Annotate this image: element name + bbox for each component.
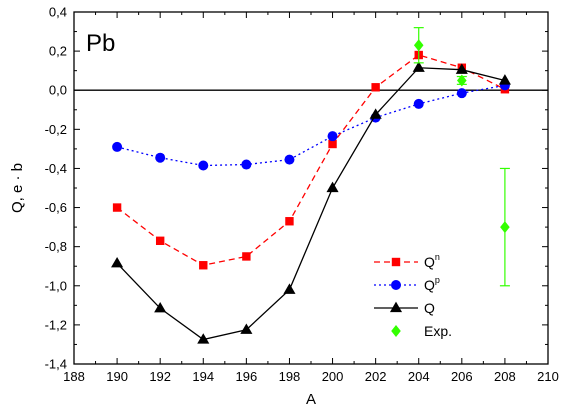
data-point [412, 61, 425, 72]
data-point [112, 141, 123, 152]
legend-marker [391, 280, 401, 290]
legend-entry: Qp [374, 275, 440, 293]
data-point [240, 323, 253, 334]
legend-marker [391, 325, 401, 337]
y-tick-label: -1,0 [45, 278, 67, 293]
legend-entry: Qn [374, 252, 440, 270]
data-point [241, 159, 252, 170]
y-tick-label: -0,8 [45, 239, 67, 254]
data-point [111, 256, 124, 268]
y-tick-label: 0,4 [49, 5, 67, 20]
data-point [154, 301, 167, 313]
series-exp- [413, 27, 510, 287]
x-tick-label: 202 [365, 369, 387, 384]
x-tick-label: 194 [192, 369, 214, 384]
legend: Qn Qp Q Exp. [374, 252, 452, 339]
data-point [413, 39, 424, 52]
data-point [327, 131, 338, 142]
data-point [155, 152, 166, 163]
x-axis-title: A [306, 391, 316, 408]
data-point [197, 333, 210, 344]
y-axis-title: Q, e · b [9, 163, 26, 213]
x-tick-label: 188 [63, 369, 85, 384]
data-point [498, 74, 511, 85]
plot-frame [73, 11, 549, 365]
data-point [413, 98, 424, 109]
x-tick-label: 196 [236, 369, 258, 384]
data-point [455, 63, 468, 74]
legend-label: Exp. [424, 323, 452, 339]
data-point [155, 236, 165, 245]
series-line [116, 54, 506, 266]
series-line [116, 84, 506, 167]
legend-label: Qp [424, 275, 440, 293]
x-tick-label: 206 [451, 369, 473, 384]
legend-entry: Q [374, 300, 435, 316]
series-qp [112, 80, 510, 171]
data-point [198, 160, 209, 171]
panel-label: Pb [86, 30, 115, 57]
y-tick-label: -1,4 [45, 357, 67, 372]
x-tick-label: 204 [408, 369, 430, 384]
x-tick-label: 198 [279, 369, 301, 384]
x-tick-label: 192 [149, 369, 171, 384]
data-point [326, 181, 339, 193]
y-tick-label: -1,2 [45, 317, 67, 332]
y-tick-label: 0,2 [49, 44, 67, 59]
legend-marker [391, 257, 401, 267]
data-point [456, 88, 467, 99]
data-point [500, 221, 510, 234]
x-tick-label: 210 [537, 369, 559, 384]
data-point [284, 154, 295, 165]
x-tick-label: 200 [322, 369, 344, 384]
y-tick-label: -0,4 [45, 161, 67, 176]
data-point [371, 83, 380, 92]
y-tick-label: 0,0 [49, 83, 67, 98]
data-point [283, 283, 296, 294]
x-tick-label: 190 [106, 369, 128, 384]
data-point [112, 203, 122, 212]
legend-entry: Exp. [391, 323, 452, 339]
axes-layer: 188 190 192 194 196 198 200 202 204 206 208 210 -1,4… [45, 5, 559, 385]
data-point [457, 74, 467, 87]
legend-label: Qn [424, 252, 440, 270]
legend-marker [389, 301, 403, 313]
x-tick-label: 208 [494, 369, 516, 384]
data-point [242, 252, 251, 261]
series-layer [111, 27, 511, 344]
data-point [285, 217, 294, 226]
data-point [369, 108, 382, 119]
y-tick-label: -0,6 [45, 200, 67, 215]
data-point [328, 139, 337, 149]
legend-label: Q [424, 300, 435, 316]
series-line [116, 67, 506, 341]
series-q [111, 61, 511, 344]
y-tick-label: -0,2 [45, 122, 67, 137]
data-point [199, 261, 208, 270]
